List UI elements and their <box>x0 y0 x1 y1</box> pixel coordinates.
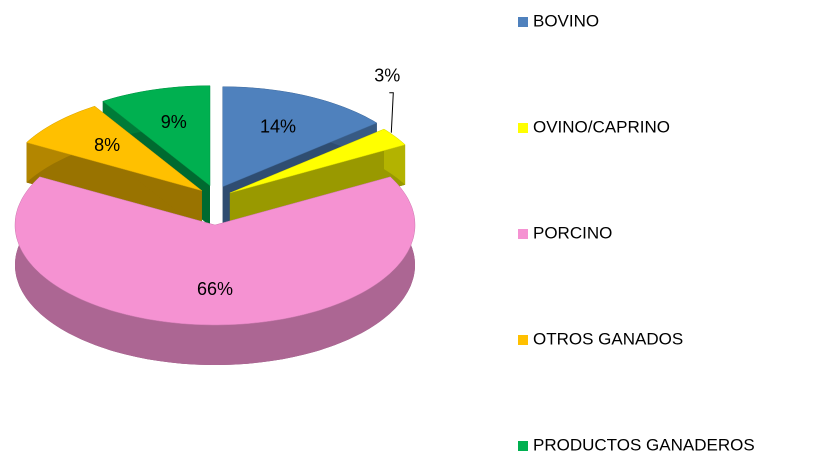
legend-label: BOVINO <box>533 11 599 30</box>
leader-line <box>389 92 394 133</box>
legend-label: PRODUCTOS GANADEROS <box>533 435 755 454</box>
data-label: 3% <box>374 65 400 85</box>
legend: BOVINO OVINO/CAPRINO PORCINO OTROS GANADOS P… <box>518 11 755 454</box>
legend-swatch <box>518 441 528 451</box>
legend-label: OVINO/CAPRINO <box>533 117 670 136</box>
slice <box>229 128 406 194</box>
slice <box>222 86 378 188</box>
data-label: 8% <box>94 135 120 155</box>
legend-swatch <box>518 229 528 239</box>
data-label: 66% <box>197 279 233 299</box>
slice-outer-side <box>15 176 415 365</box>
slice <box>14 176 416 326</box>
data-label: 14% <box>260 117 296 137</box>
legend-label: OTROS GANADOS <box>533 329 683 348</box>
labels: 9% 14% 8% 3% 66% <box>94 65 400 298</box>
legend-label: PORCINO <box>533 223 612 242</box>
slice <box>26 105 203 191</box>
pie <box>14 85 416 365</box>
legend-swatch <box>518 17 528 27</box>
slice <box>102 85 211 187</box>
legend-swatch <box>518 123 528 133</box>
slice-radial-side <box>26 142 202 231</box>
data-label: 9% <box>161 112 187 132</box>
legend-swatch <box>518 335 528 345</box>
